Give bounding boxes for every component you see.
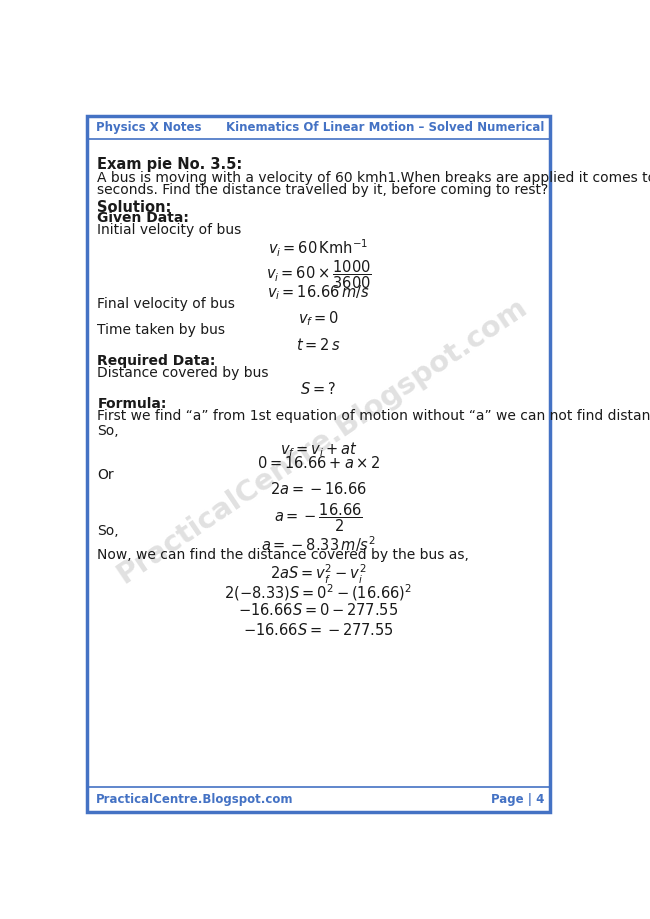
Text: $v_i = 60 \, \mathrm{Kmh}^{-1}$: $v_i = 60 \, \mathrm{Kmh}^{-1}$ [268, 237, 369, 259]
Text: Given Data:: Given Data: [98, 211, 189, 225]
Text: Final velocity of bus: Final velocity of bus [98, 297, 235, 311]
Text: Required Data:: Required Data: [98, 355, 216, 369]
Text: PracticalCentre.Blogspot.com: PracticalCentre.Blogspot.com [112, 292, 532, 589]
Text: Or: Or [98, 469, 114, 482]
Text: Exam pie No. 3.5:: Exam pie No. 3.5: [98, 157, 242, 172]
Text: $v_f = v_i + at$: $v_f = v_i + at$ [280, 440, 358, 459]
Text: $t = 2 \, s$: $t = 2 \, s$ [296, 336, 341, 353]
Text: Time taken by bus: Time taken by bus [98, 323, 226, 336]
Text: Page | 4: Page | 4 [491, 793, 545, 806]
Text: $v_i = 60 \times \dfrac{1000}{3600}$: $v_i = 60 \times \dfrac{1000}{3600}$ [266, 258, 371, 290]
Text: A bus is moving with a velocity of 60 kmh1.When breaks are applied it comes to r: A bus is moving with a velocity of 60 km… [98, 171, 650, 185]
Text: $2(-8.33)S = 0^2 - (16.66)^2$: $2(-8.33)S = 0^2 - (16.66)^2$ [224, 583, 413, 603]
Text: So,: So, [98, 425, 119, 438]
Text: Solution:: Solution: [98, 199, 172, 215]
Text: Physics X Notes: Physics X Notes [96, 120, 202, 134]
Text: $2a = -16.66$: $2a = -16.66$ [270, 481, 367, 496]
Text: $a = -\dfrac{16.66}{2}$: $a = -\dfrac{16.66}{2}$ [274, 502, 363, 534]
Text: $S =?$: $S =?$ [300, 380, 337, 397]
Text: Kinematics Of Linear Motion – Solved Numerical: Kinematics Of Linear Motion – Solved Num… [226, 120, 545, 134]
Text: $-16.66S = 0 - 277.55$: $-16.66S = 0 - 277.55$ [239, 602, 398, 618]
Text: So,: So, [98, 524, 119, 538]
Text: $v_f = 0$: $v_f = 0$ [298, 310, 339, 328]
Text: $v_i = 16.66 \, m/s$: $v_i = 16.66 \, m/s$ [267, 284, 370, 302]
Text: $0 = 16.66 + a \times 2$: $0 = 16.66 + a \times 2$ [257, 455, 380, 471]
Text: $2aS = v_f^2 - v_i^2$: $2aS = v_f^2 - v_i^2$ [270, 563, 367, 586]
Text: Distance covered by bus: Distance covered by bus [98, 366, 269, 380]
Text: $-16.66S = -277.55$: $-16.66S = -277.55$ [243, 621, 394, 638]
Text: Formula:: Formula: [98, 397, 166, 411]
Text: First we find “a” from 1st equation of motion without “a” we can not find distan: First we find “a” from 1st equation of m… [98, 409, 650, 423]
Text: $a = -8.33 \, m/s^2$: $a = -8.33 \, m/s^2$ [261, 535, 376, 554]
Text: PracticalCentre.Blogspot.com: PracticalCentre.Blogspot.com [96, 793, 293, 806]
Text: Now, we can find the distance covered by the bus as,: Now, we can find the distance covered by… [98, 548, 469, 562]
Text: seconds. Find the distance travelled by it, before coming to rest?: seconds. Find the distance travelled by … [98, 184, 549, 198]
Text: Initial velocity of bus: Initial velocity of bus [98, 222, 242, 237]
